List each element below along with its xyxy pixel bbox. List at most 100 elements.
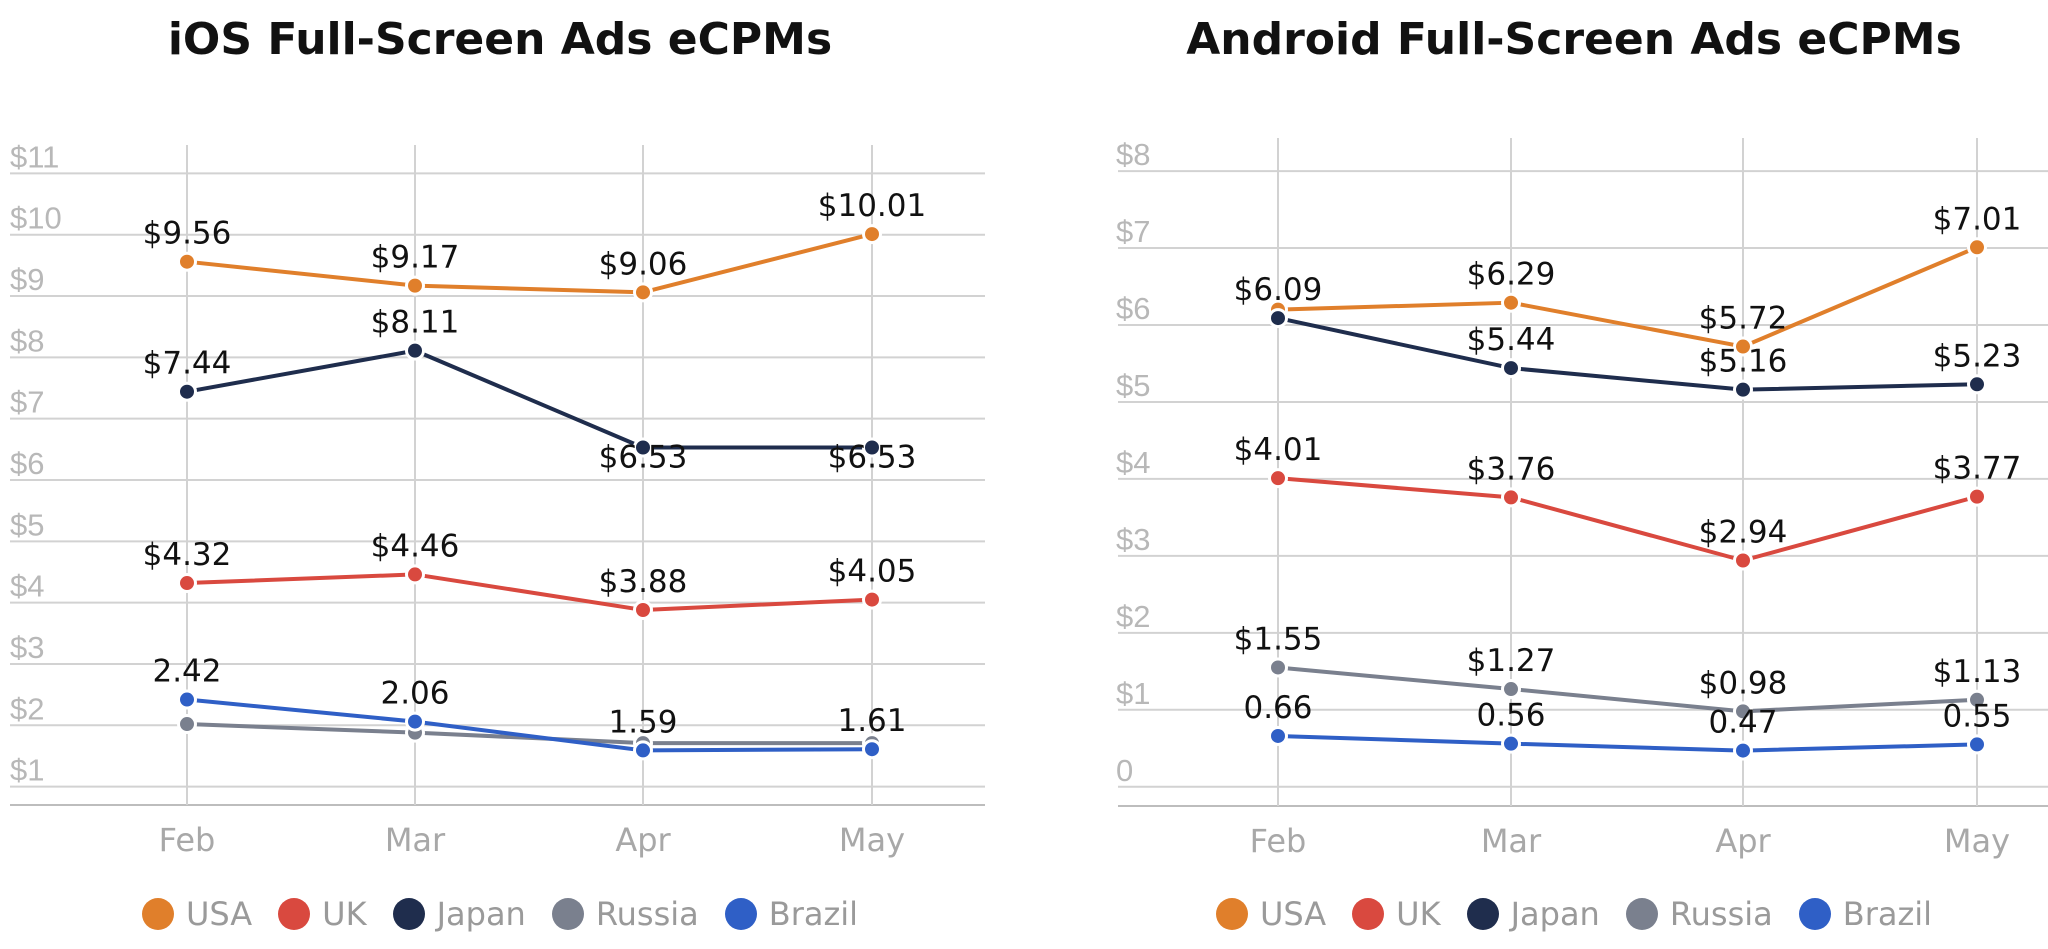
data-point-brazil[interactable]	[1967, 734, 1987, 755]
y-tick-label: $10	[10, 201, 62, 236]
data-point-japan[interactable]	[405, 340, 425, 361]
legend-label: USA	[185, 895, 253, 933]
y-tick-label: $5	[1116, 368, 1150, 403]
y-tick-label: $6	[1116, 291, 1150, 326]
x-tick-label: Apr	[615, 821, 671, 859]
x-tick-label: May	[1944, 822, 2010, 860]
y-tick-label: $2	[1116, 599, 1150, 634]
y-tick-label: $4	[1116, 445, 1150, 480]
data-point-uk[interactable]	[1967, 486, 1987, 507]
data-point-usa[interactable]	[1501, 292, 1521, 313]
legend-item-japan[interactable]: Japan	[1466, 895, 1600, 933]
legend-item-uk[interactable]: UK	[278, 895, 367, 933]
legend-swatch	[1466, 898, 1499, 930]
y-tick-label: $7	[1116, 214, 1150, 249]
data-point-russia[interactable]	[1733, 701, 1753, 722]
legend-item-uk[interactable]: UK	[1352, 895, 1441, 933]
legend-item-russia[interactable]: Russia	[551, 895, 699, 933]
data-point-brazil[interactable]	[1733, 740, 1753, 761]
data-label-japan: $6.09	[1234, 272, 1323, 308]
data-label-uk: $4.32	[143, 537, 232, 573]
legend-label: Russia	[595, 895, 699, 933]
series-line-usa	[186, 232, 873, 295]
x-tick-label: Feb	[1250, 822, 1307, 860]
data-point-uk[interactable]	[1733, 550, 1753, 571]
data-point-brazil[interactable]	[405, 711, 425, 732]
legend-swatch	[141, 898, 174, 930]
data-point-uk[interactable]	[633, 600, 653, 620]
data-label-russia: $1.27	[1467, 643, 1556, 679]
data-label-uk: $3.77	[1933, 451, 2022, 487]
legend-label: Brazil	[768, 895, 859, 933]
legend-swatch	[724, 898, 757, 930]
data-label-japan: $5.16	[1699, 344, 1788, 380]
legend-item-russia[interactable]: Russia	[1625, 895, 1773, 933]
data-point-brazil[interactable]	[177, 689, 197, 710]
data-point-russia[interactable]	[1501, 679, 1521, 700]
y-tick-label: $7	[10, 385, 44, 420]
data-label-japan: $6.53	[828, 440, 917, 476]
chart-title: Android Full-Screen Ads eCPMs	[1186, 14, 1962, 65]
legend-swatch	[278, 898, 311, 930]
series-line-japan	[186, 348, 872, 450]
x-tick-label: Apr	[1715, 822, 1771, 860]
x-tick-label: Mar	[1481, 822, 1542, 860]
data-point-brazil[interactable]	[862, 739, 882, 760]
data-point-japan[interactable]	[862, 437, 882, 458]
data-label-uk: $4.01	[1234, 432, 1323, 468]
y-tick-label: $2	[10, 691, 44, 726]
data-point-usa[interactable]	[177, 251, 197, 272]
data-label-uk: $3.76	[1467, 451, 1556, 487]
series-line-usa	[1277, 245, 1978, 349]
data-point-brazil[interactable]	[633, 740, 653, 761]
legend-swatch	[1215, 898, 1248, 930]
data-label-brazil: 2.06	[380, 676, 449, 712]
legend-label: Japan	[1510, 895, 1600, 933]
data-point-japan[interactable]	[1967, 374, 1987, 395]
data-label-brazil: 1.61	[837, 703, 906, 739]
data-label-russia: $0.98	[1699, 665, 1788, 701]
data-point-japan[interactable]	[1501, 358, 1521, 379]
data-point-russia[interactable]	[1268, 657, 1288, 678]
legend-item-usa[interactable]: USA	[1215, 895, 1326, 933]
legend-item-usa[interactable]: USA	[141, 895, 253, 933]
data-point-uk[interactable]	[177, 573, 197, 594]
android-line-chart: 0 $1 $2 $3 $4 $5 $6 $7 $8 Feb Mar Apr May $6.29 $5.72 $…	[1116, 137, 2048, 860]
legend-item-japan[interactable]: Japan	[392, 895, 526, 933]
legend-label: Japan	[436, 895, 526, 933]
data-label-japan: $8.11	[371, 305, 460, 341]
data-label-brazil: 0.56	[1476, 698, 1545, 734]
data-point-usa[interactable]	[633, 282, 653, 303]
data-label-uk: $4.05	[828, 554, 917, 590]
x-tick-label: Mar	[385, 821, 446, 859]
legend-item-brazil[interactable]: Brazil	[1798, 895, 1932, 933]
data-point-uk[interactable]	[405, 564, 425, 585]
data-label-japan: $7.44	[143, 346, 232, 382]
data-point-usa[interactable]	[1733, 336, 1753, 357]
data-point-russia[interactable]	[177, 714, 197, 735]
data-point-japan[interactable]	[1268, 308, 1288, 329]
data-point-japan[interactable]	[177, 381, 197, 402]
legend-item-brazil[interactable]: Brazil	[724, 895, 859, 933]
data-label-japan: $6.53	[599, 440, 688, 476]
data-point-uk[interactable]	[1268, 468, 1288, 489]
data-point-uk[interactable]	[1501, 487, 1521, 508]
data-point-usa[interactable]	[1967, 237, 1987, 258]
series-line-japan	[1277, 316, 1978, 392]
legend-label: UK	[1396, 895, 1441, 933]
data-label-usa: $5.72	[1699, 301, 1788, 337]
legend-swatch	[1352, 898, 1385, 930]
data-point-uk[interactable]	[862, 589, 882, 610]
data-point-brazil[interactable]	[1501, 733, 1521, 754]
y-tick-label: $6	[10, 446, 44, 481]
series-line-uk	[1277, 476, 1978, 563]
data-point-japan[interactable]	[1733, 379, 1753, 400]
data-point-japan[interactable]	[633, 437, 653, 458]
series-line-russia	[186, 722, 872, 746]
data-point-russia[interactable]	[1967, 689, 1987, 710]
data-point-brazil[interactable]	[1268, 725, 1288, 746]
data-label-usa: $9.56	[143, 216, 232, 252]
data-point-usa[interactable]	[862, 224, 882, 245]
data-label-russia: $1.13	[1933, 654, 2022, 690]
data-point-usa[interactable]	[405, 275, 425, 296]
